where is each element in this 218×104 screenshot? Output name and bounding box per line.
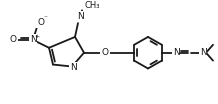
Text: N: N xyxy=(173,48,179,57)
Text: ⁻: ⁻ xyxy=(43,14,47,23)
Text: N: N xyxy=(77,12,83,21)
Text: CH₃: CH₃ xyxy=(84,1,99,10)
Text: N: N xyxy=(70,63,76,72)
Text: O: O xyxy=(102,48,109,57)
Text: +: + xyxy=(34,34,39,39)
Text: N: N xyxy=(30,35,36,44)
Text: O: O xyxy=(37,18,44,27)
Text: N: N xyxy=(200,48,206,57)
Text: O: O xyxy=(10,35,17,44)
